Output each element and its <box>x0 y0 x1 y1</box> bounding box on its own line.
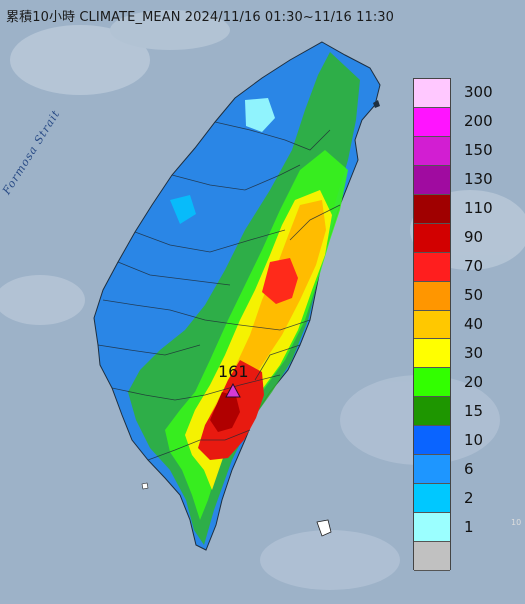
rainfall-legend <box>413 78 451 571</box>
legend-swatch <box>414 397 450 427</box>
legend-label: 50 <box>464 286 484 305</box>
legend-swatch <box>414 484 450 514</box>
cloud-texture <box>0 10 525 590</box>
peak-value-label: 161 <box>218 362 249 381</box>
island-xiaoliuqiu <box>141 482 149 490</box>
legend-swatch <box>414 513 450 543</box>
legend-swatch <box>414 310 450 340</box>
legend-label: 20 <box>464 372 484 391</box>
legend-swatch <box>414 107 450 137</box>
legend-label: 130 <box>464 170 493 189</box>
legend-label: 90 <box>464 228 484 247</box>
legend-swatch <box>414 455 450 485</box>
legend-swatch <box>414 368 450 398</box>
legend-swatch <box>414 223 450 253</box>
county-boundaries <box>97 121 341 461</box>
legend-label: 2 <box>464 488 474 507</box>
rain-zone-cyan-north <box>245 98 275 132</box>
legend-swatch <box>414 79 450 108</box>
legend-swatch <box>414 194 450 224</box>
peak-marker-icon <box>225 382 241 398</box>
corner-text: 10 <box>511 518 522 527</box>
legend-label: 110 <box>464 199 493 218</box>
legend-label: 10 <box>464 430 484 449</box>
legend-label: 200 <box>464 112 493 131</box>
legend-label: 70 <box>464 257 484 276</box>
island-guishan <box>373 100 380 108</box>
legend-swatch <box>414 426 450 456</box>
legend-label: 15 <box>464 401 484 420</box>
legend-label: 300 <box>464 83 493 102</box>
rain-zone-cyan-mid <box>170 195 196 224</box>
legend-swatch <box>414 281 450 311</box>
legend-label: 1 <box>464 517 474 536</box>
legend-swatch <box>414 136 450 166</box>
legend-label: 6 <box>464 459 474 478</box>
rain-zone-red-north <box>262 258 298 304</box>
legend-label: 40 <box>464 315 484 333</box>
legend-swatch <box>414 165 450 195</box>
map-title: 累積10小時 CLIMATE_MEAN 2024/11/16 01:30~11/… <box>6 10 395 25</box>
legend-label: 150 <box>464 141 493 160</box>
rain-zone-darkred <box>210 392 240 432</box>
legend-label: 30 <box>464 343 484 362</box>
legend-swatch <box>414 252 450 282</box>
legend-swatch <box>414 339 450 369</box>
island-ludao <box>316 519 332 537</box>
legend-swatch <box>414 542 450 571</box>
